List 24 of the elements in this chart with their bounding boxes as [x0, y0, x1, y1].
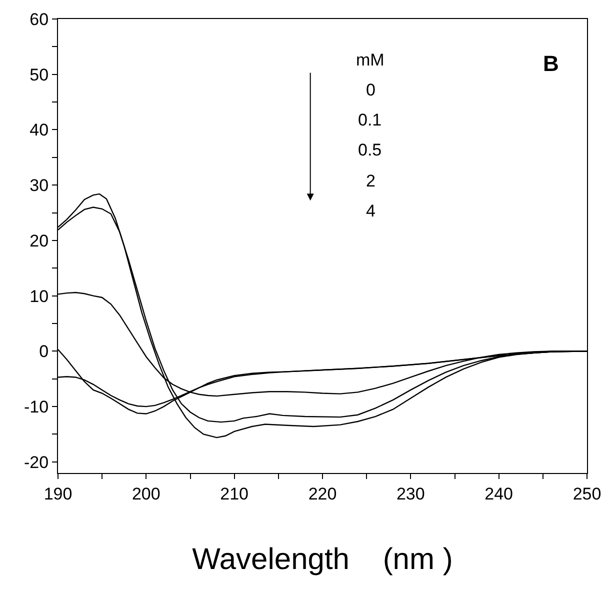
- y-tick-label: 60: [30, 10, 49, 29]
- y-tick-label: 20: [30, 231, 49, 250]
- x-axis-title: Wavelength (nm ): [192, 542, 453, 576]
- annotation: mM: [356, 50, 384, 70]
- x-tick-label: 200: [132, 484, 160, 504]
- x-tick-label: 240: [484, 484, 514, 504]
- annotation: 4: [366, 202, 376, 220]
- x-tick-label: 210: [220, 484, 249, 504]
- annotation: 0.1: [358, 110, 382, 130]
- y-tick-label: -10: [24, 398, 49, 417]
- y-tick-label: 40: [30, 120, 49, 140]
- x-tick-label: 230: [396, 484, 425, 504]
- x-tick-label: 190: [44, 484, 72, 504]
- y-tick-label: -20: [24, 452, 49, 472]
- x-tick-label: 250: [572, 484, 602, 504]
- y-tick-label: 0: [39, 342, 49, 362]
- annotation: 0.5: [358, 140, 382, 160]
- y-tick-label: 10: [30, 286, 49, 306]
- annotation: 2: [366, 172, 376, 190]
- y-tick-label: 30: [30, 176, 49, 196]
- y-tick-label: 50: [30, 65, 49, 84]
- annotation: B: [543, 51, 559, 76]
- x-tick-label: 220: [308, 484, 337, 504]
- annotation: 0: [366, 80, 376, 100]
